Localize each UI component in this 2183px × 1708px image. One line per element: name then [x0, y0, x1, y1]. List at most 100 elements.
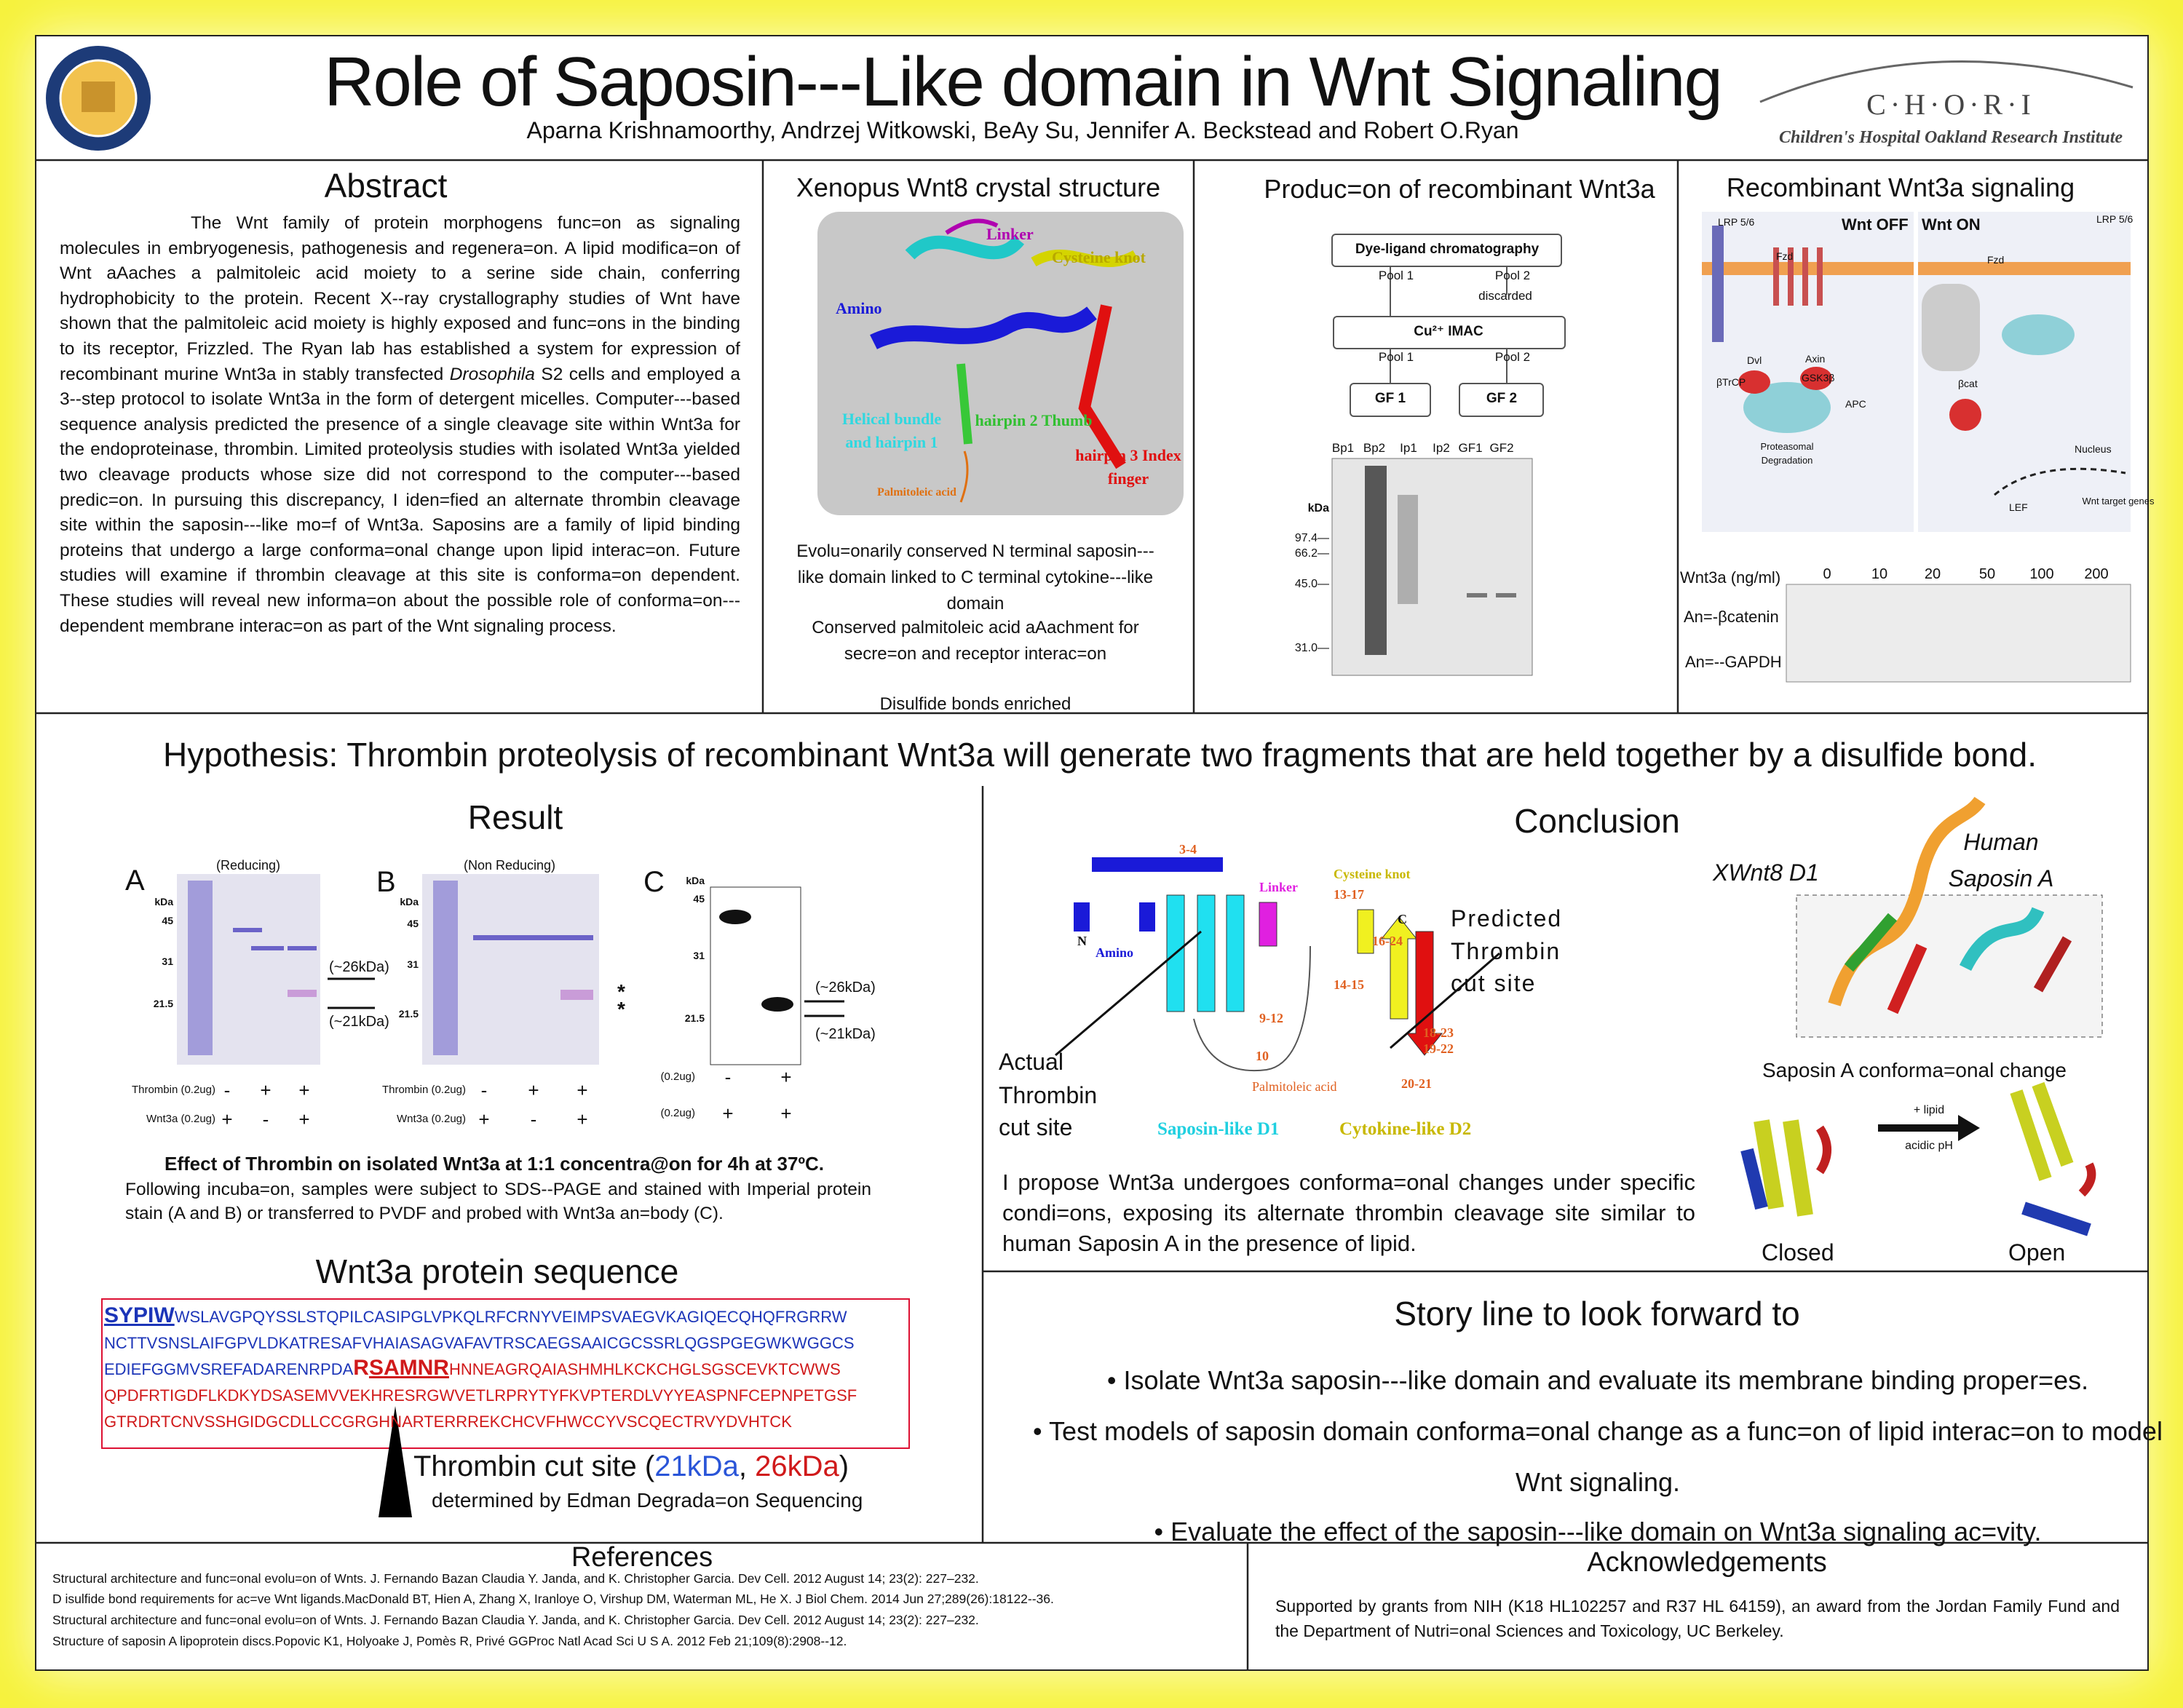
figure-label: Axin	[1805, 353, 1826, 365]
dose-label: 50	[1978, 566, 1996, 582]
crystal-structure-figure	[817, 212, 1184, 515]
marker-label: 45	[693, 893, 705, 905]
figure-label: LRP 5/6	[1718, 216, 1755, 228]
reference: D isulfide bond requirements for ac=ve W…	[52, 1592, 1054, 1606]
text: The Wnt family of protein morphogens fun…	[60, 213, 740, 384]
flowchart	[1331, 234, 1566, 417]
arrow-label: acidic pH	[1905, 1140, 1953, 1152]
row-label: Wnt3a (0.2ug)	[146, 1113, 215, 1125]
sign: -	[262, 1108, 269, 1130]
marker-label: 45	[162, 915, 173, 926]
figure-label: Amino	[836, 299, 882, 317]
annotation: Thrombin	[999, 1082, 1098, 1108]
sequence-box	[101, 1298, 910, 1449]
figure-label: GSK3β	[1802, 372, 1835, 384]
text: Drosophila	[449, 364, 535, 384]
row-label: (0.2ug)	[660, 1107, 695, 1119]
diagram-label: Palmitoleic acid	[1252, 1079, 1337, 1094]
section-heading: Conclusion	[1514, 802, 1680, 840]
figure-label: Fzd	[1776, 250, 1794, 262]
sign: +	[780, 1103, 792, 1124]
flow-label: Pool 1	[1378, 269, 1414, 282]
text: Thrombin cut site (	[413, 1450, 655, 1482]
figure-label: Cysteine knot	[1052, 248, 1146, 266]
signaling-diagram	[1702, 212, 2131, 532]
reference: Structural architecture and func=onal ev…	[52, 1571, 979, 1586]
section-heading: Result	[467, 798, 563, 836]
row-label: Thrombin (0.2ug)	[381, 1084, 466, 1096]
sign: +	[722, 1103, 734, 1124]
band-label: (~26kDa)	[815, 980, 876, 996]
row-label: An=-βcatenin	[1684, 608, 1779, 626]
band-label: (~21kDa)	[329, 1014, 389, 1030]
section-heading: Story line to look forward to	[1394, 1295, 1800, 1332]
reference: Structure of saposin A lipoprotein discs…	[52, 1634, 847, 1648]
arrow-label: + lipid	[1913, 1104, 1945, 1116]
bullet: Test models of saposin domain conforma=o…	[1015, 1406, 2180, 1508]
figure-caption-title: Effect of Thrombin on isolated Wnt3a at …	[165, 1153, 824, 1175]
dose-label: 200	[2084, 566, 2109, 582]
sign: -	[223, 1079, 231, 1101]
diagram-label: Linker	[1259, 880, 1299, 894]
institute-logo: C·H·O·R·I	[1866, 88, 2035, 121]
saposin-figures	[1740, 796, 2103, 1236]
university-seal	[46, 46, 151, 151]
annotation: cut site	[999, 1114, 1073, 1140]
sign: +	[260, 1079, 272, 1101]
bullet: Isolate Wnt3a saposin---like domain and …	[1015, 1355, 2180, 1406]
flow-label: Pool 1	[1378, 350, 1414, 364]
dose-label: 100	[2029, 566, 2054, 582]
band-label: (~26kDa)	[329, 959, 389, 975]
hypothesis: Hypothesis: Thrombin proteolysis of reco…	[163, 736, 2037, 774]
topology-diagram	[1055, 857, 1500, 1072]
authors: Aparna Krishnamoorthy, Andrzej Witkowski…	[526, 117, 1519, 143]
figure-label: Linker	[986, 225, 1034, 243]
bullet: Evaluate the effect of the saposin---lik…	[1015, 1506, 2180, 1557]
figure-caption: Saposin A conforma=onal change	[1762, 1059, 2067, 1081]
marker-label: 21.5	[153, 998, 173, 1009]
flow-label: Cu²⁺ IMAC	[1414, 324, 1483, 339]
diagram-label: 16-24	[1372, 934, 1403, 948]
acknowledgement-text: Supported by grants from NIH (K18 HL1022…	[1275, 1597, 2120, 1640]
sequence-line: EDIEFGGMVSREFADARENRPDARSAMNRHNNEAGRQAIA…	[104, 1355, 841, 1383]
lane-label: Bp1	[1331, 441, 1355, 455]
annotation: Actual	[999, 1049, 1063, 1075]
figure-caption: Following incuba=on, samples were subjec…	[125, 1180, 871, 1223]
sequence-line: GTRDRTCNVSSHGIDGCDLLCCGRGHNARTERRREKCHCV…	[104, 1413, 792, 1431]
lane-label: Ip2	[1433, 441, 1450, 455]
figure-label: APC	[1845, 398, 1866, 410]
cut-marker	[379, 1406, 412, 1517]
marker-label: 97.4—	[1294, 532, 1329, 544]
dose-label: 10	[1871, 566, 1888, 582]
text: 21kDa	[654, 1450, 739, 1482]
band-star: *	[617, 998, 625, 1020]
institute-arc	[1759, 60, 2134, 103]
bullet: Disulfide bonds enriched	[879, 694, 1071, 714]
state-label: Closed	[1762, 1239, 1834, 1266]
flow-label: Pool 2	[1494, 350, 1531, 364]
poster-title: Role of Saposin---Like domain in Wnt Sig…	[324, 43, 1723, 121]
signaling-blot	[1786, 584, 2131, 683]
sign: +	[221, 1108, 233, 1130]
figure-label: Nucleus	[2075, 443, 2112, 455]
cut-site-sequence: SAMNR	[368, 1356, 449, 1380]
marker-label: 31.0—	[1294, 642, 1329, 654]
figure-label: βcat	[1958, 378, 1978, 389]
figure-label: βTrCP	[1716, 376, 1746, 388]
figure-label: LRP 5/6	[2096, 213, 2134, 225]
section-heading: Xenopus Wnt8 crystal structure	[796, 172, 1161, 202]
annotation: Predicted	[1451, 905, 1563, 932]
figure-label: Human	[1963, 829, 2039, 855]
figure-label: Wnt OFF	[1842, 215, 1909, 234]
sign: -	[530, 1108, 537, 1130]
sign: +	[528, 1079, 539, 1101]
row-label: Wnt3a (0.2ug)	[396, 1113, 466, 1125]
text: S2 cells and employed a 3--step protocol…	[60, 364, 741, 636]
bullet: Conserved palmitoleic acid aAachment for…	[812, 618, 1139, 664]
sign: +	[298, 1079, 310, 1101]
text: ,	[738, 1450, 756, 1482]
figure-label: Proteasomal Degradation	[1760, 441, 1814, 466]
sequence-line: SYPIWWSLAVGPQYSSLSTQPILCASIPGLVPKQLRFCRN…	[104, 1303, 847, 1330]
sequence-line: NCTTVSNSLAIFGPVLDKATRESAFVHAIASAGVAFAVTR…	[104, 1334, 855, 1352]
